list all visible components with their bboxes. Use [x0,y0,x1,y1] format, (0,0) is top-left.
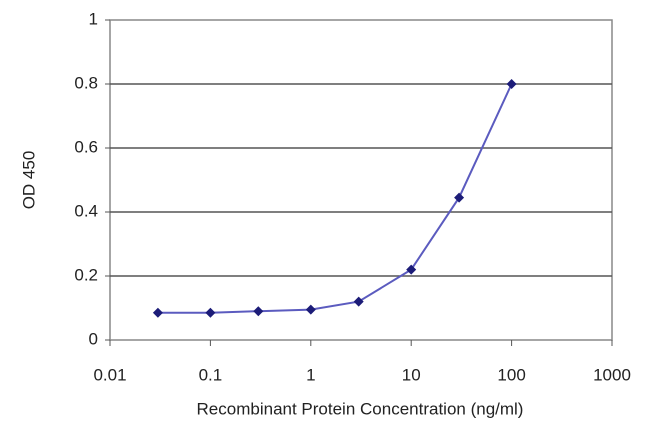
y-tick-label: 1 [89,9,98,28]
y-tick-label: 0.2 [74,265,98,284]
data-point [152,307,163,318]
x-tick-label: 1000 [593,365,631,384]
y-tick-label: 0.8 [74,73,98,92]
x-tick-label: 10 [402,365,421,384]
data-point [205,307,216,318]
y-tick-label: 0 [89,329,98,348]
data-point [506,79,517,89]
data-point [406,264,417,275]
x-tick-label: 100 [497,365,525,384]
data-point [253,306,264,317]
y-axis-label: OD 450 [19,151,38,210]
data-point [353,296,364,307]
y-tick-label: 0.4 [74,201,98,220]
data-point [305,304,316,315]
x-axis-label: Recombinant Protein Concentration (ng/ml… [197,399,524,418]
x-tick-label: 1 [306,365,315,384]
x-tick-label: 0.1 [199,365,223,384]
y-tick-label: 0.6 [74,137,98,156]
data-line [157,83,513,314]
plot-area [109,19,613,341]
x-tick-label: 0.01 [93,365,126,384]
data-point [454,192,465,203]
